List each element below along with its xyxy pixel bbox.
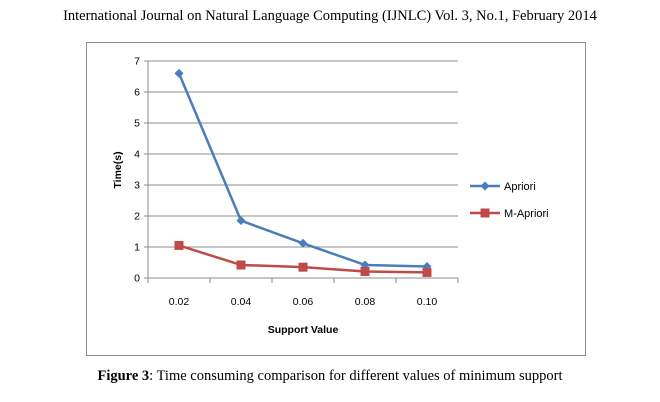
legend-marker-m-apriori xyxy=(480,208,490,218)
y-tick-label: 7 xyxy=(134,56,140,68)
series-line-apriori xyxy=(177,72,428,268)
data-point-apriori xyxy=(236,216,246,226)
y-tick-label: 0 xyxy=(134,273,140,285)
data-point-apriori xyxy=(298,238,308,248)
y-tick-label: 1 xyxy=(134,242,140,254)
data-point-m-apriori xyxy=(298,262,308,272)
y-tick-label: 3 xyxy=(134,180,140,192)
x-tick-label: 0.02 xyxy=(169,296,190,308)
legend-marker-apriori xyxy=(480,181,490,191)
chart-frame xyxy=(86,42,586,356)
data-point-m-apriori xyxy=(236,260,246,270)
journal-header: International Journal on Natural Languag… xyxy=(63,8,597,24)
legend: Apriori M-Apriori xyxy=(470,181,549,220)
x-tick-labels: 0.02 0.04 0.06 0.08 0.10 xyxy=(169,296,438,308)
legend-label-apriori: Apriori xyxy=(504,181,536,193)
x-tick-label: 0.04 xyxy=(231,296,252,308)
data-series xyxy=(174,68,432,277)
y-tick-label: 2 xyxy=(134,211,140,223)
y-tick-label: 5 xyxy=(134,118,140,130)
y-tick-label: 4 xyxy=(134,149,140,161)
data-point-m-apriori xyxy=(174,240,184,250)
axes xyxy=(144,60,459,283)
y-tick-label: 6 xyxy=(134,87,140,99)
data-point-apriori xyxy=(174,68,184,78)
y-tick-labels: 0 1 2 3 4 5 6 7 xyxy=(134,56,140,285)
figure-caption-text: : Time consuming comparison for differen… xyxy=(149,368,563,384)
figure-label: Figure 3 xyxy=(97,368,150,384)
x-axis-title: Support Value xyxy=(268,324,339,336)
legend-label-m-apriori: M-Apriori xyxy=(504,208,549,220)
figure-caption: Figure 3: Time consuming comparison for … xyxy=(0,368,660,385)
x-tick-label: 0.10 xyxy=(417,296,438,308)
y-axis-title: Time(s) xyxy=(112,151,124,188)
data-point-m-apriori xyxy=(360,266,370,276)
x-tick-label: 0.06 xyxy=(293,296,314,308)
gridlines xyxy=(148,60,458,248)
x-tick-label: 0.08 xyxy=(355,296,376,308)
data-point-m-apriori xyxy=(422,267,432,277)
